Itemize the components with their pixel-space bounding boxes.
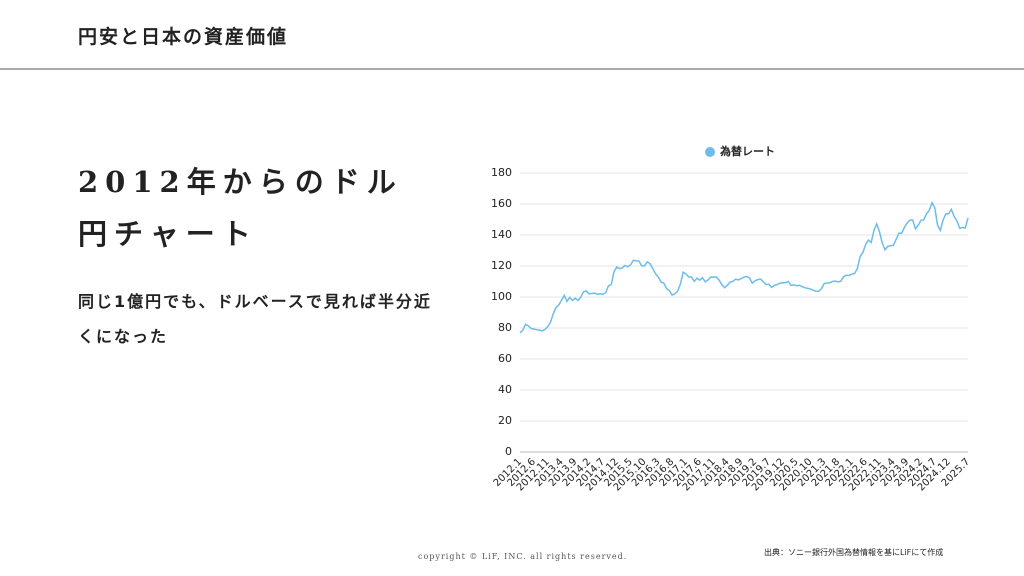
copyright: copyright © LiF, INC. all rights reserve…	[418, 552, 628, 561]
y-tick-label: 140	[491, 228, 512, 241]
y-tick-label: 60	[498, 352, 512, 365]
y-tick-label: 20	[498, 414, 512, 427]
y-tick-label: 40	[498, 383, 512, 396]
y-tick-label: 160	[491, 197, 512, 210]
y-tick-label: 180	[491, 166, 512, 179]
y-tick-label: 80	[498, 321, 512, 334]
body-text: 同じ1億円でも、ドルベースで見れば半分近くになった	[78, 292, 432, 346]
series-line	[519, 200, 969, 334]
y-tick-label: 120	[491, 259, 512, 272]
legend-swatch	[705, 147, 715, 157]
heading: 2012年からのドル円チャート	[78, 165, 403, 251]
legend-label: 為替レート	[720, 144, 775, 158]
header-title: 円安と日本の資産価値	[78, 26, 289, 48]
source-note: 出典：ソニー銀行外国為替情報を基にLiFにて作成	[764, 548, 944, 557]
y-tick-label: 100	[491, 290, 512, 303]
header-rule	[0, 68, 1024, 70]
y-tick-label: 0	[505, 445, 512, 458]
